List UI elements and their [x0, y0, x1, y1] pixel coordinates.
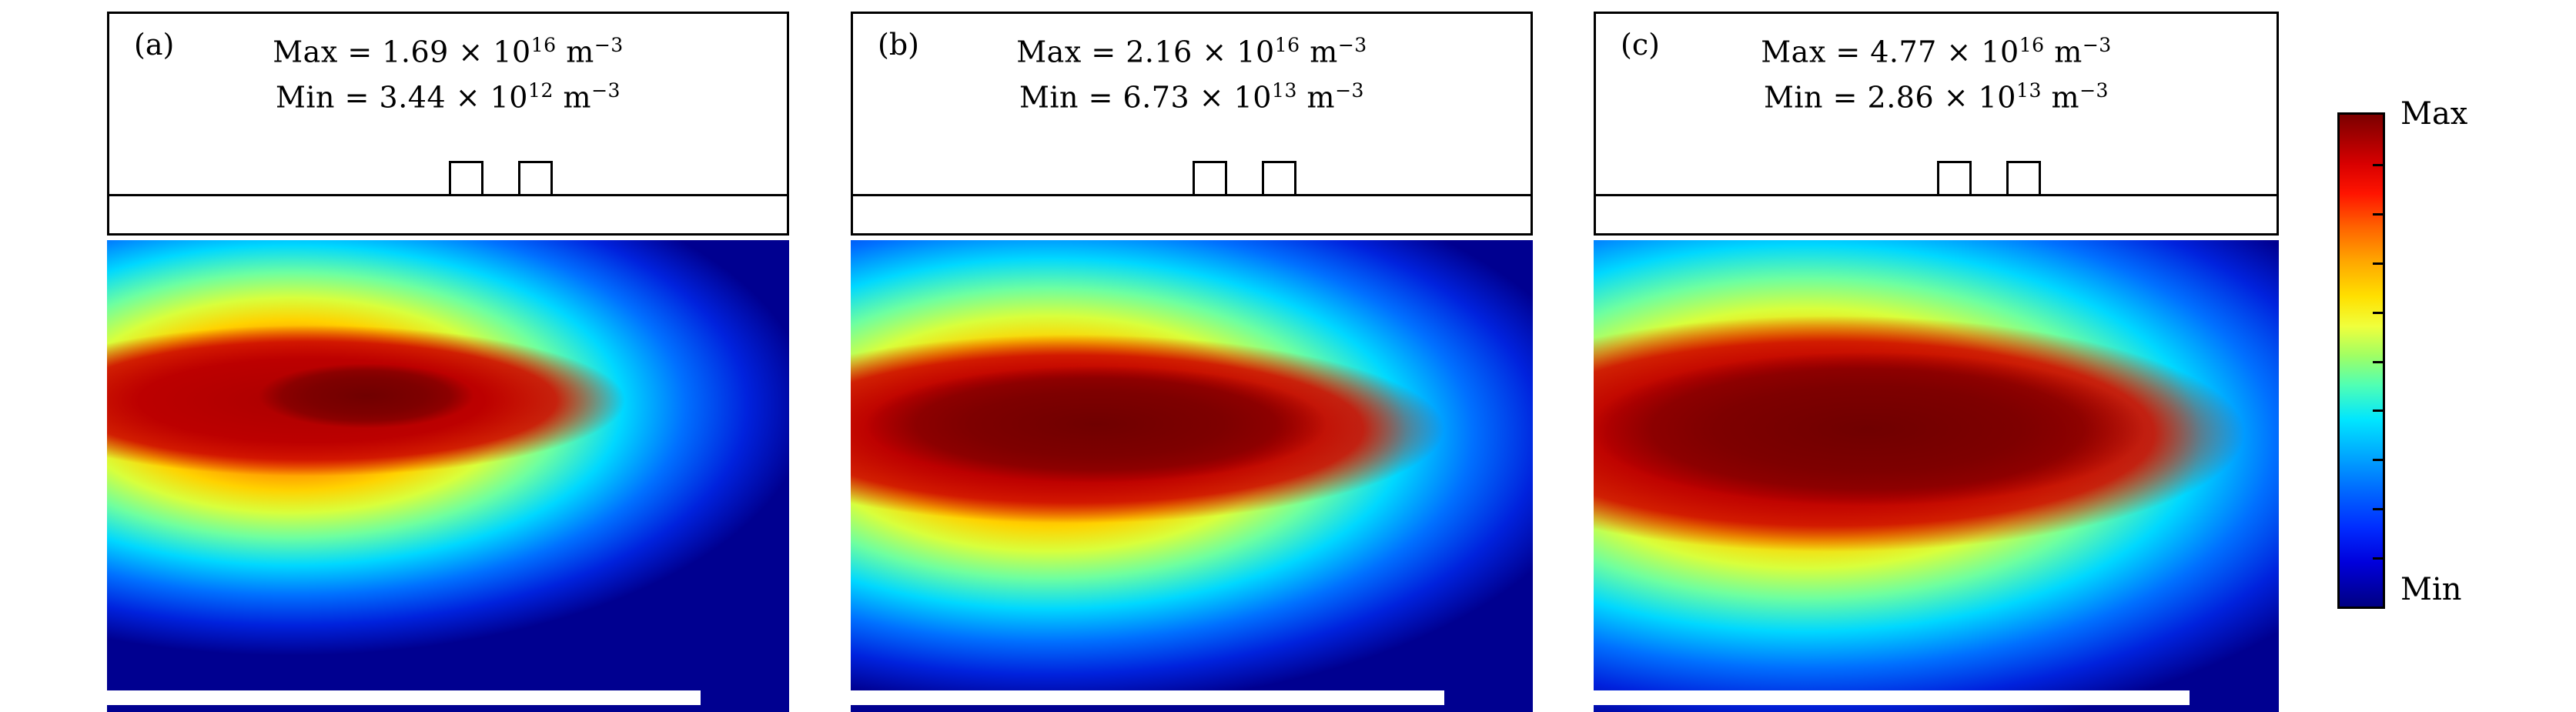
colorbar-tick — [2373, 262, 2383, 265]
info-box-a: (a) Max = 1.69 × 1016 m−3 Min = 3.44 × 1… — [107, 12, 789, 196]
min-exponent: 13 — [1271, 79, 1297, 102]
min-unit-exponent: −3 — [1335, 79, 1364, 102]
max-unit: m — [2044, 35, 2083, 69]
min-exponent: 13 — [2016, 79, 2042, 102]
info-box-b: (b) Max = 2.16 × 1016 m−3 Min = 6.73 × 1… — [851, 12, 1533, 196]
max-unit-exponent: −3 — [2082, 34, 2112, 56]
panel-label: (b) — [878, 28, 919, 62]
panel-b: (b) Max = 2.16 × 1016 m−3 Min = 6.73 × 1… — [851, 12, 1533, 712]
chamber-strip — [1594, 194, 2279, 236]
min-value: Min = 6.73 × 10 — [1019, 80, 1272, 115]
max-unit-exponent: −3 — [594, 34, 624, 56]
colorbar-tick — [2373, 459, 2383, 462]
panel-label: (a) — [134, 28, 175, 62]
port-square-right — [2006, 161, 2042, 196]
port-square-right — [1261, 161, 1296, 196]
density-heatmap-b — [851, 240, 1533, 712]
density-heatmap-a — [107, 240, 789, 712]
max-value: Max = 4.77 × 10 — [1761, 35, 2019, 69]
max-line: Max = 2.16 × 1016 m−3 — [853, 26, 1531, 72]
colorbar-gradient — [2337, 112, 2385, 609]
max-value: Max = 2.16 × 10 — [1016, 35, 1275, 69]
max-exponent: 16 — [530, 34, 557, 56]
colorbar-min-label: Min — [2400, 572, 2462, 607]
port-square-right — [517, 161, 553, 196]
colorbar-max-label: Max — [2400, 96, 2468, 132]
min-value: Min = 2.86 × 10 — [1763, 80, 2016, 115]
panel-c: (c) Max = 4.77 × 1016 m−3 Min = 2.86 × 1… — [1594, 12, 2279, 712]
min-unit-exponent: −3 — [591, 79, 621, 102]
density-heatmap-c — [1594, 240, 2279, 712]
min-unit: m — [2041, 80, 2080, 115]
chamber-strip — [851, 194, 1533, 236]
min-unit: m — [553, 80, 592, 115]
max-line: Max = 1.69 × 1016 m−3 — [109, 26, 787, 72]
max-exponent: 16 — [2019, 34, 2045, 56]
max-line: Max = 4.77 × 1016 m−3 — [1596, 26, 2277, 72]
panel-label: (c) — [1621, 28, 1660, 62]
bottom-white-bar — [1594, 690, 2190, 705]
colorbar-tick — [2373, 409, 2383, 413]
max-unit: m — [1300, 35, 1338, 69]
colorbar-tick — [2373, 212, 2383, 216]
min-line: Min = 3.44 × 1012 m−3 — [109, 72, 787, 117]
colorbar-tick — [2373, 508, 2383, 511]
max-unit: m — [556, 35, 594, 69]
port-square-left — [1936, 161, 1972, 196]
min-unit: m — [1296, 80, 1336, 115]
bottom-white-bar — [851, 690, 1444, 705]
max-value: Max = 1.69 × 10 — [273, 35, 531, 69]
min-unit-exponent: −3 — [2079, 79, 2109, 102]
min-line: Min = 2.86 × 1013 m−3 — [1596, 72, 2277, 117]
colorbar-tick — [2373, 163, 2383, 166]
colorbar-tick — [2373, 311, 2383, 314]
colorbar-tick — [2373, 360, 2383, 363]
panel-a: (a) Max = 1.69 × 1016 m−3 Min = 3.44 × 1… — [107, 12, 789, 712]
max-unit-exponent: −3 — [1337, 34, 1367, 56]
colorbar-tick — [2373, 557, 2383, 560]
port-square-left — [1192, 161, 1227, 196]
max-exponent: 16 — [1274, 34, 1300, 56]
chamber-strip — [107, 194, 789, 236]
min-line: Min = 6.73 × 1013 m−3 — [853, 72, 1531, 117]
bottom-white-bar — [107, 690, 701, 705]
min-value: Min = 3.44 × 10 — [275, 80, 528, 115]
info-box-c: (c) Max = 4.77 × 1016 m−3 Min = 2.86 × 1… — [1594, 12, 2279, 196]
min-exponent: 12 — [527, 79, 554, 102]
port-square-left — [448, 161, 483, 196]
